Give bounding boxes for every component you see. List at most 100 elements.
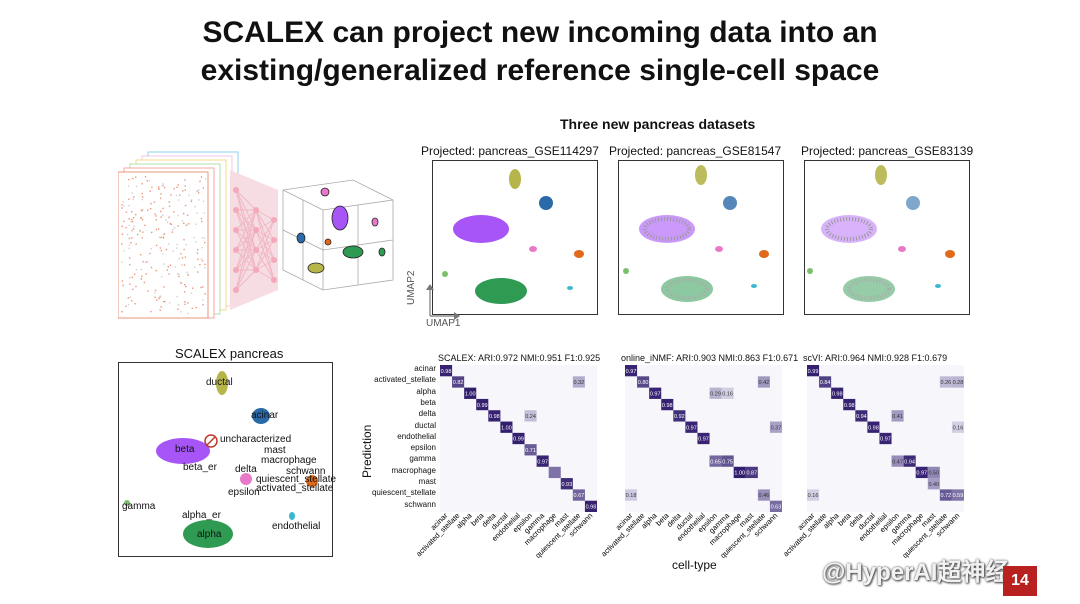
matrix-cell xyxy=(625,489,638,501)
matrix-cell-value: 0.26 xyxy=(941,380,952,386)
matrix-cell-value: 0.18 xyxy=(626,493,637,499)
cm-title-inmf: online_iNMF: ARI:0.903 NMI:0.863 F1:0.67… xyxy=(621,353,799,363)
matrix-cell xyxy=(769,500,782,512)
matrix-cell xyxy=(500,421,513,433)
matrix-cell xyxy=(512,432,525,445)
matrix-cell-value: 0.29 xyxy=(710,391,721,397)
matrix-cell xyxy=(745,466,758,479)
matrix-cell xyxy=(584,500,597,512)
matrix-cell-value: 0.67 xyxy=(574,493,585,499)
label-acinar: acinar xyxy=(251,410,279,421)
matrix-cell xyxy=(637,376,650,388)
matrix-cell xyxy=(560,478,573,490)
row-label: gamma xyxy=(409,454,436,464)
confusion-matrix-inmf: 0.970.80 0.420.97 0.29 0.160.980.920.97 0.37… xyxy=(625,365,782,512)
page-number: 14 xyxy=(1003,566,1037,596)
projected-title-3: Projected: pancreas_GSE83139 xyxy=(801,144,974,158)
label-quiescent-stellate: quiescent_stellate xyxy=(256,474,337,485)
latent-space-cube xyxy=(282,179,394,291)
matrix-cell-value: 0.59 xyxy=(953,493,964,499)
watermark: @HyperAI超神经 xyxy=(822,559,1010,586)
matrix-cell-value: 0.97 xyxy=(880,437,891,443)
matrix-cell-value: 1.00 xyxy=(501,425,512,431)
row-label: epsilon xyxy=(410,443,436,453)
cm-title-scalex: SCALEX: ARI:0.972 NMI:0.951 F1:0.925 xyxy=(438,353,601,363)
model-illustration xyxy=(118,151,394,319)
cm-title-scvi: scVI: ARI:0.964 NMI:0.928 F1:0.679 xyxy=(803,353,948,363)
row-label: endothelial xyxy=(397,431,436,441)
matrix-cell xyxy=(572,489,585,501)
matrix-cell-value: 0.84 xyxy=(820,380,831,386)
matrix-cell xyxy=(819,376,832,388)
matrix-cell-value: 0.16 xyxy=(953,425,964,431)
label-mast: mast xyxy=(264,445,286,456)
projected-title-2: Projected: pancreas_GSE81547 xyxy=(609,144,782,158)
matrix-cell xyxy=(891,455,904,467)
matrix-cell xyxy=(843,398,856,411)
label-endothelial: endothelial xyxy=(272,521,321,532)
matrix-cell xyxy=(464,387,477,399)
latent-clusters xyxy=(296,187,386,274)
label-alpha: alpha xyxy=(197,529,222,540)
matrix-cell xyxy=(879,432,892,445)
matrix-cell xyxy=(661,398,674,411)
matrix-cell xyxy=(488,410,501,422)
matrix-cell xyxy=(476,398,489,411)
matrix-cell xyxy=(685,421,698,433)
matrix-cell-value: 0.80 xyxy=(638,380,649,386)
matrix-cell xyxy=(951,421,964,433)
row-label: acinar xyxy=(414,364,436,373)
label-epsilon: epsilon xyxy=(228,487,260,498)
label-delta: delta xyxy=(235,464,257,475)
matrix-cell-value: 0.42 xyxy=(759,380,770,386)
reference-title: SCALEX pancreas xyxy=(175,346,284,361)
matrix-cell xyxy=(536,455,549,467)
matrix-cell xyxy=(673,410,686,422)
matrix-cell xyxy=(697,432,710,445)
matrix-cell xyxy=(927,466,940,479)
label-ductal: ductal xyxy=(206,377,233,388)
matrix-cell-value: 0.97 xyxy=(626,369,637,375)
data-matrix-stack xyxy=(118,151,239,319)
matrix-cell xyxy=(524,444,537,456)
matrix-cell xyxy=(903,455,916,467)
matrix-cell xyxy=(867,421,880,433)
matrix-cell xyxy=(452,376,465,388)
row-label: alpha xyxy=(416,386,436,396)
matrix-cell-value: 0.87 xyxy=(746,471,757,477)
matrix-cell-value: 0.92 xyxy=(674,414,685,420)
matrix-cell-value: 0.50 xyxy=(928,471,939,477)
matrix-cell-value: 0.82 xyxy=(453,380,464,386)
matrix-cell-value: 0.97 xyxy=(650,391,661,397)
confusion-matrix-scvi: 0.990.84 0.26 0.280.980.980.94 0.410.98 0.16… xyxy=(807,365,964,512)
matrix-cell-value: 0.32 xyxy=(574,380,585,386)
matrix-cell-value: 0.65 xyxy=(710,459,721,465)
row-label: quiescent_stellate xyxy=(371,488,436,498)
matrix-cell xyxy=(440,365,453,377)
matrix-cell-value: 0.28 xyxy=(953,380,964,386)
row-label: beta xyxy=(420,397,436,407)
matrix-cell-value: 0.72 xyxy=(941,493,952,499)
matrix-cell xyxy=(572,376,585,388)
label-uncharacterized: uncharacterized xyxy=(220,434,292,445)
matrix-cell xyxy=(709,455,722,467)
matrix-cell-value: 0.99 xyxy=(477,403,488,409)
cell-type-axis-label: cell-type xyxy=(672,558,717,572)
matrix-cell-value: 0.97 xyxy=(916,471,927,477)
matrix-cell-value: 0.40 xyxy=(928,482,939,488)
row-label: ductal xyxy=(414,420,436,430)
reference-umap: ductal acinar uncharacterized mast macro… xyxy=(118,362,337,557)
row-label: macrophage xyxy=(391,465,436,475)
confusion-matrix-scalex: 0.980.82 0.321.000.990.98 0.241.000.990.71… xyxy=(440,365,597,512)
label-beta: beta xyxy=(175,444,195,455)
matrix-cell xyxy=(721,455,734,467)
label-gamma: gamma xyxy=(122,501,156,512)
matrix-cell xyxy=(757,376,770,388)
matrix-cell xyxy=(721,387,734,399)
matrix-cell-value: 0.41 xyxy=(892,414,903,420)
slide-title: SCALEX can project new incoming data int… xyxy=(0,14,1080,90)
matrix-cell-value: 0.71 xyxy=(525,448,536,454)
label-schwann: schwann xyxy=(286,466,326,477)
matrix-cell-value: 0.98 xyxy=(662,403,673,409)
matrix-cell-value: 0.24 xyxy=(525,414,536,420)
